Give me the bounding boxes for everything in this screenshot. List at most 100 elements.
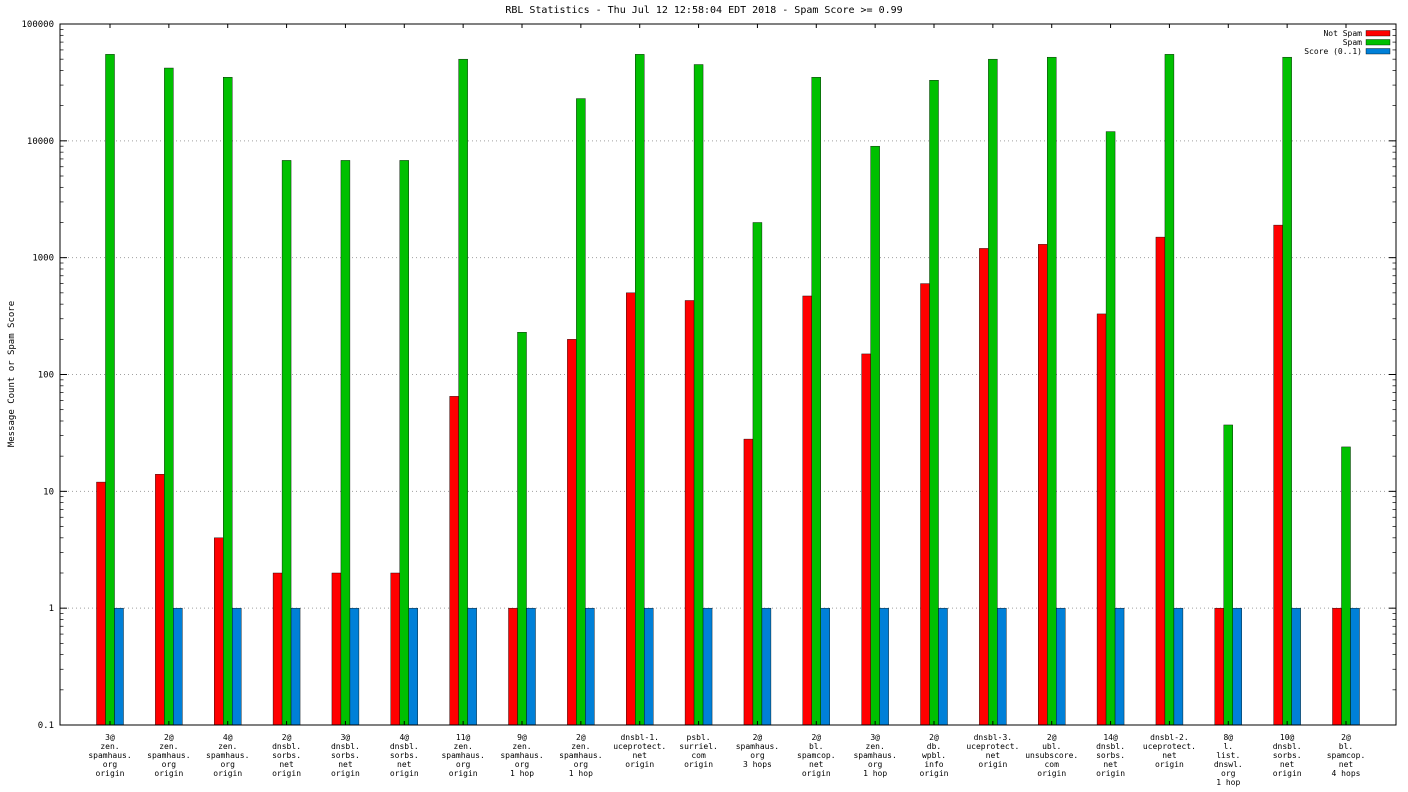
bar-spam <box>752 222 763 726</box>
x-tick-label: 1 hop <box>510 769 534 778</box>
x-tick-label: origin <box>96 769 125 778</box>
x-tick-label: origin <box>331 769 360 778</box>
x-tick-label: l. <box>1223 742 1233 751</box>
x-tick-label: 2@ <box>929 733 939 742</box>
x-tick-label: zen. <box>454 742 473 751</box>
x-tick-label: origin <box>802 769 831 778</box>
bar-spam <box>281 160 292 726</box>
x-tick-label: dnsbl-2. <box>1150 733 1189 742</box>
x-tick-label: net <box>1162 751 1177 760</box>
x-tick-label: net <box>397 760 412 769</box>
x-tick-label: origin <box>390 769 419 778</box>
bar-score-0-1 <box>1232 607 1242 726</box>
x-tick-label: 4@ <box>223 733 233 742</box>
x-tick-label: spamhaus. <box>441 751 484 760</box>
bar-score-0-1 <box>290 607 301 726</box>
x-tick-label: bl. <box>1339 742 1353 751</box>
x-tick-label: net <box>809 760 824 769</box>
bar-score-0-1 <box>997 607 1007 726</box>
x-tick-label: sorbs. <box>1273 751 1302 760</box>
bar-spam <box>517 332 527 726</box>
x-tick-label: 2@ <box>811 733 821 742</box>
x-tick-label: spamcop. <box>1327 751 1366 760</box>
x-tick-label: com <box>1044 760 1059 769</box>
bar-not-spam <box>861 353 871 726</box>
x-tick-label: psbl. <box>687 733 711 742</box>
x-tick-label: com <box>691 751 706 760</box>
bar-not-spam <box>684 300 695 726</box>
bar-score-0-1 <box>820 607 830 726</box>
x-tick-label: dnsbl-3. <box>974 733 1013 742</box>
bar-not-spam <box>272 572 283 726</box>
bar-spam <box>576 98 586 726</box>
x-tick-label: dnsbl. <box>390 742 419 751</box>
bar-score-0-1 <box>702 607 713 726</box>
bar-spam <box>223 77 233 726</box>
x-tick-label: 4@ <box>399 733 409 742</box>
bar-not-spam <box>155 474 165 726</box>
x-tick-label: 2@ <box>753 733 763 742</box>
y-tick-label: 0.1 <box>38 721 54 731</box>
x-tick-label: list. <box>1216 751 1240 760</box>
bar-not-spam <box>743 438 754 726</box>
x-tick-label: dnsbl. <box>331 742 360 751</box>
x-tick-label: dnsbl. <box>272 742 301 751</box>
x-tick-label: 1 hop <box>863 769 887 778</box>
x-tick-label: spamhaus. <box>88 751 131 760</box>
x-tick-label: zen. <box>866 742 885 751</box>
bar-score-0-1 <box>408 607 418 726</box>
x-tick-label: origin <box>1155 760 1184 769</box>
bar-spam <box>1105 131 1116 726</box>
x-tick-label: bl. <box>809 742 823 751</box>
y-tick-label: 1000 <box>32 254 54 264</box>
bar-spam <box>1341 446 1351 726</box>
y-tick-label: 100 <box>38 371 54 381</box>
x-tick-label: origin <box>978 760 1007 769</box>
x-tick-label: 10@ <box>1280 733 1295 742</box>
x-tick-label: dnswl. <box>1214 760 1243 769</box>
bar-score-0-1 <box>1173 607 1184 726</box>
bar-not-spam <box>1038 244 1048 726</box>
x-tick-label: origin <box>1273 769 1302 778</box>
bar-not-spam <box>1096 313 1107 726</box>
x-tick-label: net <box>1103 760 1118 769</box>
x-tick-label: origin <box>920 769 949 778</box>
x-tick-label: origin <box>272 769 301 778</box>
x-tick-label: org <box>515 760 530 769</box>
bar-spam <box>340 160 351 726</box>
bar-score-0-1 <box>1350 607 1360 726</box>
bar-spam <box>1047 56 1057 726</box>
bar-score-0-1 <box>1114 607 1125 726</box>
bar-not-spam <box>802 295 812 726</box>
x-tick-label: net <box>338 760 353 769</box>
x-tick-label: db. <box>927 742 941 751</box>
x-tick-label: 3 hops <box>743 760 772 769</box>
x-tick-label: 11@ <box>456 733 471 742</box>
x-tick-label: dnsbl. <box>1096 742 1125 751</box>
x-tick-label: 8@ <box>1223 733 1233 742</box>
x-tick-label: spamcop. <box>797 751 836 760</box>
x-tick-label: 2@ <box>164 733 174 742</box>
x-tick-label: sorbs. <box>272 751 301 760</box>
x-tick-label: origin <box>625 760 654 769</box>
y-tick-label: 100000 <box>21 20 54 30</box>
bar-spam <box>693 64 704 726</box>
x-tick-label: dnsbl-1. <box>620 733 659 742</box>
x-tick-label: 1 hop <box>1216 778 1240 787</box>
x-tick-label: spamhaus. <box>736 742 779 751</box>
x-tick-label: info <box>924 760 943 769</box>
x-tick-label: spamhaus. <box>206 751 249 760</box>
x-tick-label: zen. <box>159 742 178 751</box>
x-tick-label: uceprotect. <box>613 742 666 751</box>
bar-score-0-1 <box>173 607 183 726</box>
x-tick-label: net <box>632 751 647 760</box>
x-tick-label: spamhaus. <box>500 751 543 760</box>
y-tick-label: 10000 <box>27 137 54 147</box>
bar-spam <box>811 77 821 726</box>
x-tick-label: 4 hops <box>1332 769 1361 778</box>
plot-border <box>59 23 1397 726</box>
bar-not-spam <box>96 481 106 726</box>
x-tick-label: 3@ <box>870 733 880 742</box>
bar-spam <box>164 67 174 726</box>
